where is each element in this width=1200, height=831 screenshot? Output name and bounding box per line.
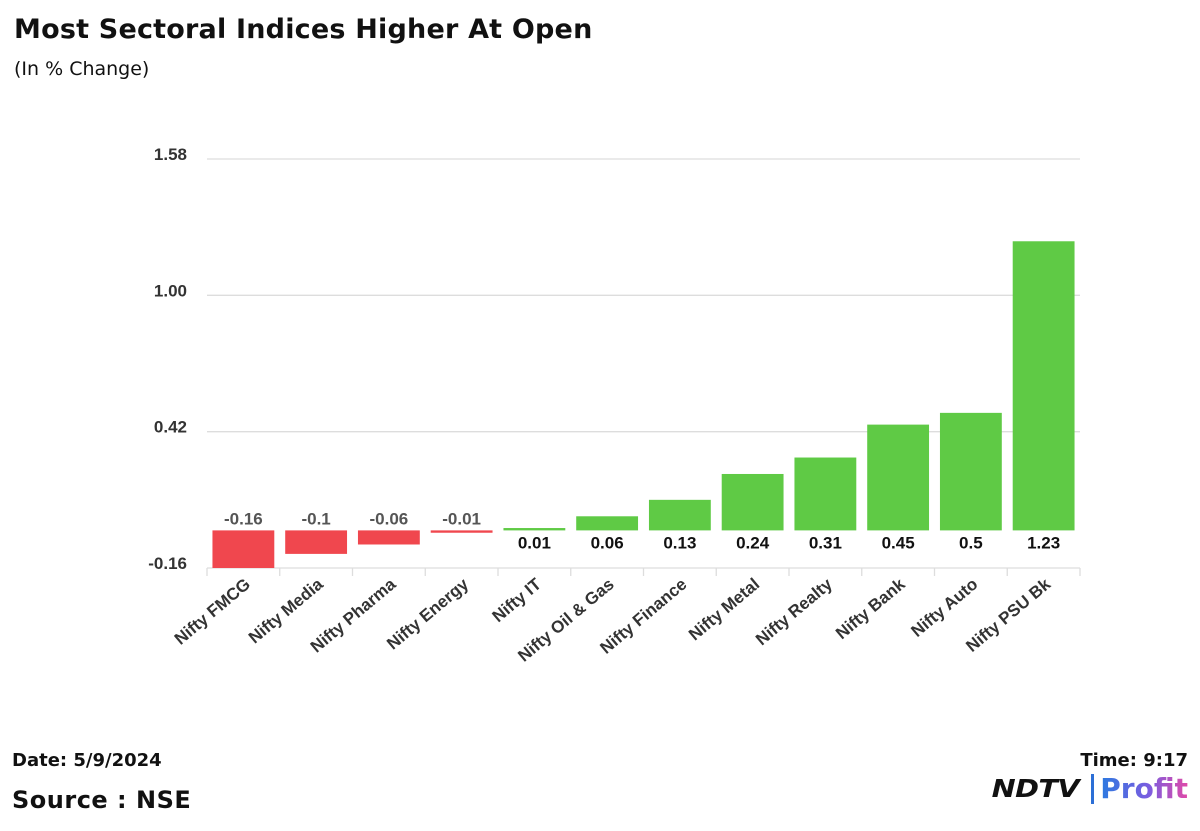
x-tick-label: Nifty IT xyxy=(489,574,546,626)
bar xyxy=(1012,241,1075,531)
data-label: 0.31 xyxy=(809,533,842,552)
data-label: -0.01 xyxy=(442,509,481,528)
data-label: 0.01 xyxy=(518,533,551,552)
bar-chart: -0.16 0.42 1.00 1.58 -0.16 -0.1 -0.06 -0.01 0.0… xyxy=(148,145,1081,666)
y-tick-label: 1.58 xyxy=(154,145,187,164)
bar xyxy=(794,457,857,531)
data-label: 1.23 xyxy=(1027,533,1060,552)
y-axis-ticks: -0.16 0.42 1.00 1.58 xyxy=(148,145,187,573)
bar xyxy=(212,530,275,568)
bar xyxy=(939,412,1002,531)
bars xyxy=(212,241,1075,568)
data-labels: -0.16 -0.1 -0.06 -0.01 0.01 0.06 0.13 0.24 0.31 0… xyxy=(224,509,1060,552)
x-tick-label: Nifty Auto xyxy=(908,575,982,641)
logo-profit-text: Profit xyxy=(1100,772,1188,805)
data-label: 0.06 xyxy=(591,533,624,552)
bar xyxy=(357,530,420,545)
bar xyxy=(503,528,566,531)
logo-divider xyxy=(1091,773,1095,804)
y-tick-label: 1.00 xyxy=(154,281,187,300)
data-label: -0.1 xyxy=(301,509,330,528)
source-label: Source : NSE xyxy=(12,786,192,814)
chart-title: Most Sectoral Indices Higher At Open xyxy=(14,14,593,45)
data-label: 0.24 xyxy=(736,533,770,552)
bar xyxy=(648,499,711,531)
ndtv-profit-logo: NDTV Profit xyxy=(992,772,1188,805)
data-label: 0.5 xyxy=(959,533,983,552)
data-label: 0.45 xyxy=(882,533,915,552)
y-tick-label: 0.42 xyxy=(154,418,187,437)
bar xyxy=(867,424,930,531)
bar xyxy=(285,530,348,554)
x-tick-label: Nifty Realty xyxy=(752,574,836,649)
chart-subtitle: (In % Change) xyxy=(14,58,150,80)
time-label: Time: 9:17 xyxy=(1080,750,1188,771)
data-label: -0.16 xyxy=(224,509,263,528)
x-tick-label: Nifty Bank xyxy=(832,574,909,643)
bar xyxy=(430,530,493,533)
y-tick-label: -0.16 xyxy=(148,554,187,573)
logo-ndtv-text: NDTV xyxy=(991,774,1080,803)
bar xyxy=(576,516,639,531)
data-label: -0.06 xyxy=(370,509,409,528)
date-label: Date: 5/9/2024 xyxy=(12,750,162,771)
data-label: 0.13 xyxy=(663,533,696,552)
bar xyxy=(721,473,784,531)
x-tick-label: Nifty FMCG xyxy=(171,575,254,649)
